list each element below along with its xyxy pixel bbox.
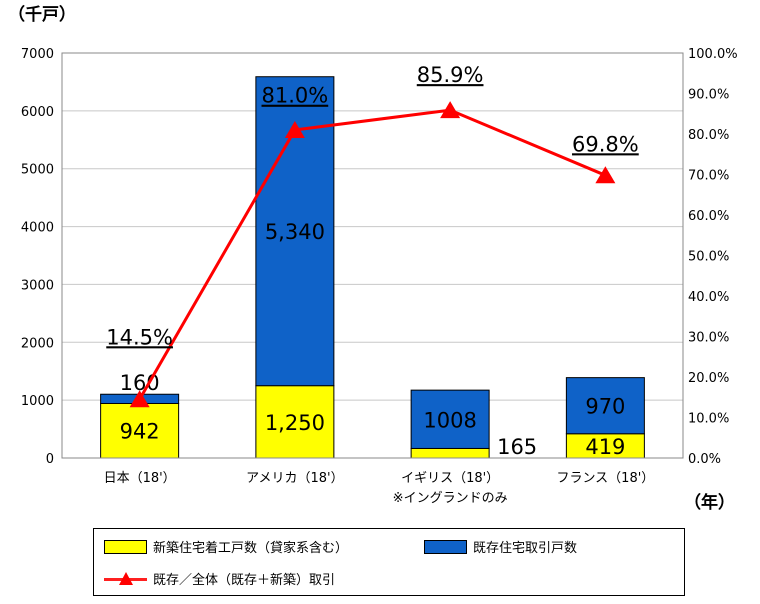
x-category-label: 日本（18'）: [104, 471, 176, 486]
left-tick-label: 0: [46, 452, 54, 467]
right-tick-label: 70.0%: [688, 169, 729, 184]
bars: [100, 76, 645, 459]
label-new-construction: 165: [497, 435, 537, 459]
ratio-marker-triangle: [129, 390, 150, 408]
right-tick-label: 20.0%: [688, 371, 729, 386]
legend-item-new-construction: 新築住宅着工戸数（貸家系含む）: [104, 537, 348, 556]
right-tick-label: 30.0%: [688, 331, 729, 346]
right-tick-label: 60.0%: [688, 209, 729, 224]
left-tick-label: 1000: [21, 394, 54, 409]
x-category-label: アメリカ（18'）: [246, 471, 343, 486]
ratio-line: 14.5% 81.0% 85.9% 69.8%: [106, 63, 639, 408]
legend-line-triangle-icon: [104, 571, 147, 586]
legend-label-new-construction: 新築住宅着工戸数（貸家系含む）: [153, 541, 349, 556]
bar-existing: [410, 389, 490, 449]
left-tick-label: 4000: [21, 221, 54, 236]
legend-swatch-blue: [424, 539, 467, 554]
label-new-construction: 419: [585, 435, 625, 459]
right-tick-label: 80.0%: [688, 128, 729, 143]
right-axis-ticks: 0.0% 10.0% 20.0% 30.0% 40.0% 50.0% 60.0% 70.0% 8…: [688, 47, 738, 467]
label-existing: 5,340: [265, 220, 325, 244]
right-tick-label: 50.0%: [688, 250, 729, 265]
ratio-label: 69.8%: [572, 132, 639, 156]
right-tick-label: 10.0%: [688, 412, 729, 427]
plot-frame: [61, 52, 684, 459]
ratio-label: 81.0%: [262, 84, 329, 108]
legend-item-existing: 既存住宅取引戸数: [424, 537, 577, 556]
legend: 新築住宅着工戸数（貸家系含む） 既存住宅取引戸数 既存／全体（既存＋新築）取引: [93, 528, 685, 596]
label-existing: 970: [585, 395, 625, 419]
ratio-label: 85.9%: [417, 63, 484, 87]
right-tick-label: 100.0%: [688, 47, 738, 62]
bar-new-construction: [255, 385, 335, 459]
legend-item-ratio: 既存／全体（既存＋新築）取引: [104, 569, 335, 588]
ratio-marker-triangle: [284, 120, 305, 138]
left-tick-label: 6000: [21, 105, 54, 120]
bar-new-construction: [410, 447, 490, 459]
x-category-label: フランス（18'）: [556, 471, 654, 486]
ratio-polyline: [138, 108, 606, 401]
ratio-label: 14.5%: [106, 325, 173, 349]
bar-existing: [565, 377, 645, 435]
x-axis-categories: 日本（18'） アメリカ（18'） イギリス（18'） ※イングランドのみ フランス（1…: [104, 471, 655, 506]
left-axis-ticks: 0 1000 2000 3000 4000 5000 6000 7000: [21, 47, 54, 467]
right-tick-label: 40.0%: [688, 290, 729, 305]
label-existing: 1008: [423, 408, 476, 432]
right-tick-label: 0.0%: [688, 452, 721, 467]
bar-new-construction: [100, 402, 180, 459]
left-tick-label: 7000: [21, 47, 54, 62]
legend-label-ratio: 既存／全体（既存＋新築）取引: [153, 573, 336, 588]
label-new-construction: 1,250: [265, 411, 325, 435]
left-tick-label: 5000: [21, 163, 54, 178]
legend-label-existing: 既存住宅取引戸数: [473, 541, 578, 556]
x-category-note: ※イングランドのみ: [393, 491, 508, 506]
left-tick-label: 3000: [21, 278, 54, 293]
ratio-marker-triangle: [440, 101, 461, 119]
ratio-marker-triangle: [595, 166, 616, 184]
legend-swatch-yellow: [104, 539, 147, 554]
left-tick-label: 2000: [21, 336, 54, 351]
y-unit-label: （千戸）: [8, 4, 76, 25]
x-category-label: イギリス（18'）: [401, 471, 499, 486]
label-new-construction: 942: [120, 420, 160, 444]
bar-new-construction: [565, 433, 645, 459]
right-tick-label: 90.0%: [688, 88, 729, 103]
x-unit-label: （年）: [684, 492, 735, 513]
